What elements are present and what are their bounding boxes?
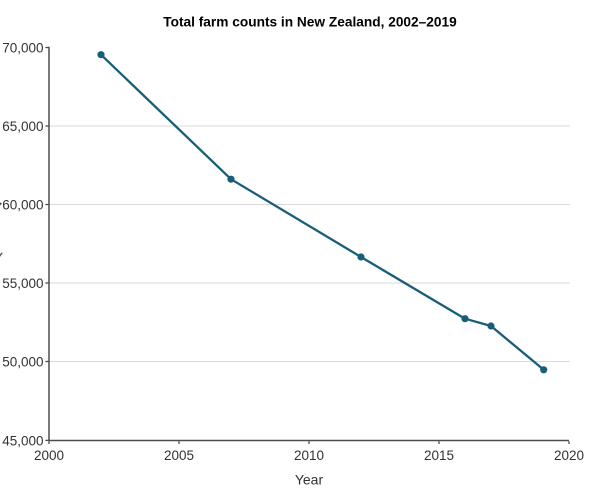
svg-text:45,000: 45,000 xyxy=(2,433,43,448)
svg-text:55,000: 55,000 xyxy=(2,276,43,291)
svg-text:2010: 2010 xyxy=(294,448,324,463)
svg-text:2020: 2020 xyxy=(554,448,584,463)
svg-text:60,000: 60,000 xyxy=(2,197,43,212)
svg-text:Total farm counts in New Zeala: Total farm counts in New Zealand, 2002–2… xyxy=(163,14,457,30)
svg-text:65,000: 65,000 xyxy=(2,119,43,134)
svg-text:50,000: 50,000 xyxy=(2,354,43,369)
svg-text:2005: 2005 xyxy=(164,448,194,463)
svg-text:Year: Year xyxy=(295,472,324,488)
svg-text:2015: 2015 xyxy=(424,448,454,463)
svg-text:70,000: 70,000 xyxy=(2,40,43,55)
svg-text:2000: 2000 xyxy=(34,448,64,463)
